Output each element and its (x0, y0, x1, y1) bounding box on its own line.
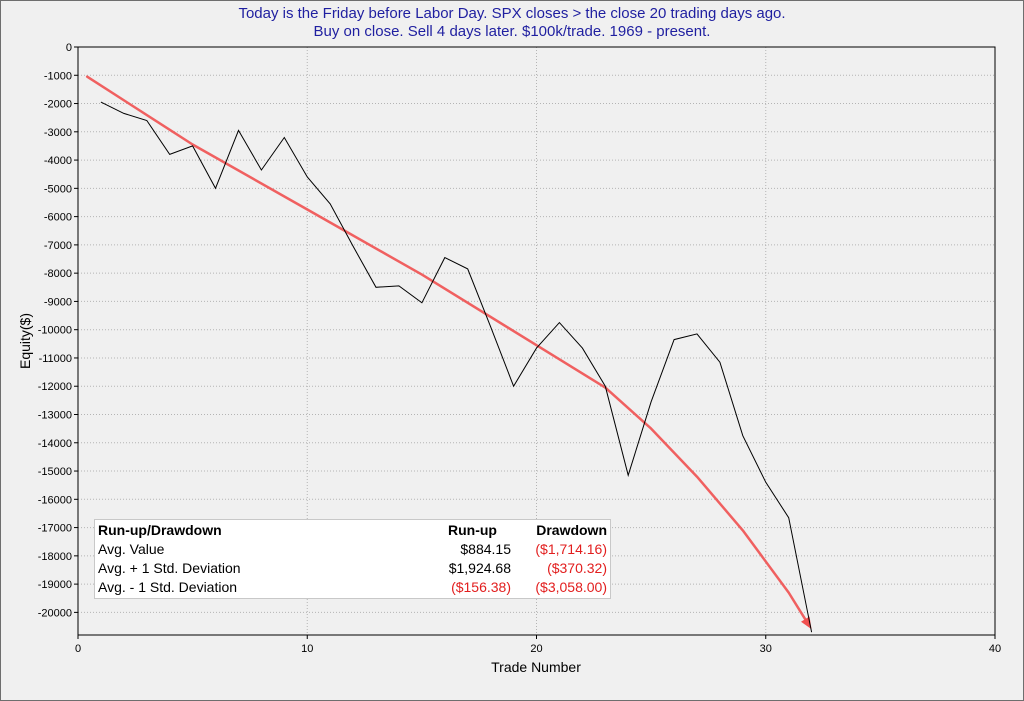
row-runup: ($156.38) (451, 579, 511, 595)
chart-title-line-1: Today is the Friday before Labor Day. SP… (238, 5, 786, 22)
y-axis-ticks: 0 -1000 -2000 -3000 -4000 -5000 -6000 -7000 -800… (38, 42, 78, 619)
x-tick-label: 20 (530, 643, 542, 655)
table-header-row: Run-up/Drawdown Run-up Drawdown (98, 521, 607, 540)
row-drawdown: ($1,714.16) (535, 541, 607, 557)
row-label: Avg. - 1 Std. Deviation (98, 579, 238, 595)
y-tick-label: -5000 (44, 183, 72, 195)
header-runup: Run-up (448, 522, 497, 538)
y-tick-label: -3000 (44, 127, 72, 139)
table-row: Avg. - 1 Std. Deviation ($156.38) ($3,05… (98, 578, 607, 597)
y-tick-label: -18000 (38, 551, 72, 563)
y-tick-label: -17000 (38, 523, 72, 535)
header-drawdown: Drawdown (536, 522, 607, 538)
y-tick-label: -6000 (44, 212, 72, 224)
y-tick-label: -11000 (39, 353, 72, 365)
row-runup: $884.15 (460, 541, 511, 557)
row-runup: $1,924.68 (448, 560, 511, 576)
row-drawdown: ($3,058.00) (535, 579, 607, 595)
y-tick-label: -19000 (38, 579, 72, 591)
x-tick-label: 10 (301, 643, 313, 655)
y-tick-label: 0 (66, 42, 72, 54)
y-tick-label: -20000 (38, 607, 72, 619)
table-row: Avg. + 1 Std. Deviation $1,924.68 ($370.… (98, 559, 607, 578)
x-axis-ticks: 0 10 20 30 40 (75, 635, 1001, 655)
y-tick-label: -2000 (44, 99, 72, 111)
y-tick-label: -12000 (38, 381, 72, 393)
y-tick-label: -1000 (44, 70, 72, 82)
y-tick-label: -14000 (38, 438, 72, 450)
row-drawdown: ($370.32) (547, 560, 607, 576)
x-axis-label: Trade Number (491, 659, 581, 675)
table-row: Avg. Value $884.15 ($1,714.16) (98, 540, 607, 559)
y-tick-label: -7000 (44, 240, 72, 252)
y-tick-label: -9000 (44, 296, 72, 308)
row-label: Avg. + 1 Std. Deviation (98, 560, 241, 576)
y-tick-label: -10000 (38, 325, 72, 337)
x-tick-label: 40 (989, 643, 1001, 655)
y-tick-label: -8000 (44, 268, 72, 280)
chart-title-line-2: Buy on close. Sell 4 days later. $100k/t… (313, 23, 711, 40)
y-axis-label: Equity($) (17, 313, 33, 369)
x-tick-label: 0 (75, 643, 81, 655)
x-tick-label: 30 (760, 643, 772, 655)
runup-drawdown-table: Run-up/Drawdown Run-up Drawdown Avg. Val… (94, 519, 611, 599)
y-tick-label: -15000 (38, 466, 72, 478)
y-tick-label: -13000 (38, 410, 72, 422)
row-label: Avg. Value (98, 541, 165, 557)
y-tick-label: -16000 (38, 494, 72, 506)
y-tick-label: -4000 (44, 155, 72, 167)
header-label: Run-up/Drawdown (98, 522, 222, 538)
equity-series-line (100, 101, 813, 633)
